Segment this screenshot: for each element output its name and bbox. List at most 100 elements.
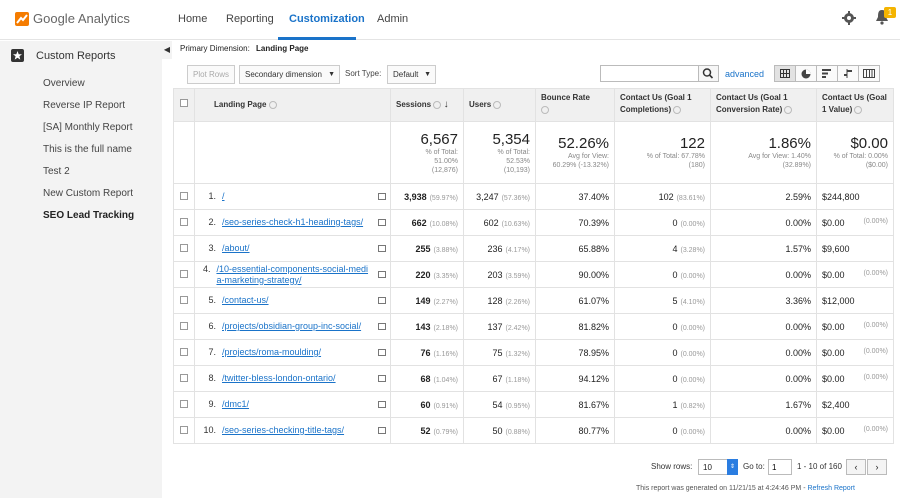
sidebar-item-overview[interactable]: Overview — [43, 78, 85, 89]
performance-view-icon[interactable] — [816, 65, 838, 82]
row-checkbox[interactable] — [180, 373, 188, 382]
open-external-icon[interactable] — [378, 271, 386, 278]
stepper-icon: ⇕ — [727, 459, 738, 475]
help-icon[interactable] — [268, 100, 277, 109]
open-external-icon[interactable] — [378, 219, 386, 226]
table-row: 8. /twitter-bless-london-ontario/68 (1.04%… — [173, 365, 894, 392]
col-header-users[interactable]: Users — [463, 88, 536, 122]
goal-value-cell: $0.00 (0.00%) — [816, 313, 894, 340]
tab-home[interactable]: Home — [178, 13, 208, 25]
plot-rows-button[interactable]: Plot Rows — [187, 65, 236, 84]
next-page-button[interactable]: › — [867, 459, 887, 475]
open-external-icon[interactable] — [378, 193, 386, 200]
open-external-icon[interactable] — [378, 427, 386, 434]
landing-page-link[interactable]: /about/ — [222, 243, 250, 253]
select-all-checkbox[interactable] — [180, 99, 188, 107]
col-header-sessions[interactable]: Sessions ↓ — [390, 88, 464, 122]
row-checkbox[interactable] — [180, 347, 188, 356]
chevron-left-icon: ‹ — [854, 462, 858, 472]
sidebar-header[interactable]: Custom Reports — [11, 49, 115, 62]
col-header-landing-page[interactable]: Landing Page — [194, 88, 391, 122]
landing-page-link[interactable]: / — [222, 191, 225, 201]
primary-dimension-value[interactable]: Landing Page — [256, 44, 309, 53]
sidebar-item-monthly-report[interactable]: [SA] Monthly Report — [43, 122, 133, 133]
help-icon[interactable] — [673, 105, 682, 114]
pagination-controls: Show rows: 10 ⇕ Go to: 1 - 10 of 160 ‹ › — [172, 459, 900, 477]
bounce-rate-cell: 81.82% — [535, 313, 615, 340]
primary-dimension-label: Primary Dimension: — [180, 44, 250, 53]
help-icon[interactable] — [493, 100, 502, 109]
landing-page-link[interactable]: /seo-series-check-h1-heading-tags/ — [222, 217, 364, 227]
table-row: 6. /projects/obsidian-group-inc-social/14… — [173, 313, 894, 340]
goal-conversion-rate-cell: 2.59% — [710, 183, 817, 210]
goto-page-input[interactable] — [768, 459, 792, 475]
open-external-icon[interactable] — [378, 375, 386, 382]
comparison-view-icon[interactable] — [837, 65, 859, 82]
row-checkbox[interactable] — [180, 243, 188, 252]
sidebar-item-seo-lead-tracking[interactable]: SEO Lead Tracking — [43, 210, 135, 221]
goal-conversion-rate-cell: 1.67% — [710, 391, 817, 418]
sort-descending-icon: ↓ — [443, 99, 449, 110]
goal-value-cell: $12,000 — [816, 287, 894, 314]
search-button[interactable] — [698, 65, 719, 82]
col-header-goal-conversion-rate[interactable]: Contact Us (Goal 1 Conversion Rate) — [710, 88, 817, 122]
landing-page-link[interactable]: /projects/roma-moulding/ — [222, 347, 322, 357]
table-row: 7. /projects/roma-moulding/76 (1.16%) 75 (1.… — [173, 339, 894, 366]
landing-page-link[interactable]: /projects/obsidian-group-inc-social/ — [222, 321, 362, 331]
tab-reporting[interactable]: Reporting — [226, 13, 274, 25]
prev-page-button[interactable]: ‹ — [846, 459, 866, 475]
table-search-input[interactable] — [600, 65, 700, 82]
advanced-filter-link[interactable]: advanced — [725, 69, 765, 79]
row-checkbox[interactable] — [180, 399, 188, 408]
col-header-goal-value[interactable]: Contact Us (Goal 1 Value) — [816, 88, 894, 122]
landing-page-link[interactable]: /twitter-bless-london-ontario/ — [222, 373, 336, 383]
gear-icon[interactable] — [842, 11, 856, 28]
row-index: 4. — [202, 263, 211, 274]
collapse-sidebar-button[interactable]: ◀ — [162, 41, 172, 59]
landing-page-link[interactable]: /10-essential-components-social-media-ma… — [216, 263, 369, 285]
col-header-goal-completions[interactable]: Contact Us (Goal 1 Completions) — [614, 88, 711, 122]
col-header-bounce-rate[interactable]: Bounce Rate — [535, 88, 615, 122]
pie-view-icon[interactable] — [795, 65, 817, 82]
sidebar-item-full-name[interactable]: This is the full name — [43, 144, 132, 155]
tab-customization[interactable]: Customization — [289, 13, 365, 25]
help-icon[interactable] — [541, 105, 549, 114]
landing-page-link[interactable]: /dmc1/ — [222, 399, 250, 409]
row-checkbox[interactable] — [180, 217, 188, 226]
open-external-icon[interactable] — [378, 401, 386, 408]
row-checkbox[interactable] — [180, 321, 188, 330]
pivot-view-icon[interactable] — [858, 65, 880, 82]
users-cell: 236 (4.17%) — [463, 235, 536, 262]
sidebar-item-reverse-ip-report[interactable]: Reverse IP Report — [43, 100, 126, 111]
show-rows-select[interactable]: 10 ⇕ — [698, 459, 738, 475]
landing-page-link[interactable]: /contact-us/ — [222, 295, 269, 305]
row-select-cell — [173, 183, 195, 210]
refresh-report-link[interactable]: Refresh Report — [807, 485, 855, 492]
table-row: 2. /seo-series-check-h1-heading-tags/662(… — [173, 209, 894, 236]
help-icon[interactable] — [784, 105, 793, 114]
open-external-icon[interactable] — [378, 297, 386, 304]
open-external-icon[interactable] — [378, 349, 386, 356]
tab-admin[interactable]: Admin — [377, 13, 409, 25]
table-view-icon[interactable] — [774, 65, 796, 82]
open-external-icon[interactable] — [378, 323, 386, 330]
help-icon[interactable] — [854, 105, 863, 114]
totals-row: 6,567% of Total: 51.00% (12,876) 5,354% of… — [173, 121, 894, 184]
sort-type-dropdown[interactable]: Default ▼ — [387, 65, 436, 84]
sidebar-item-new-custom-report[interactable]: New Custom Report — [43, 188, 134, 199]
row-checkbox[interactable] — [180, 191, 188, 200]
sidebar-item-test-2[interactable]: Test 2 — [43, 166, 70, 177]
row-checkbox[interactable] — [180, 425, 188, 434]
sessions-cell: 143 (2.18%) — [390, 313, 464, 340]
secondary-dimension-dropdown[interactable]: Secondary dimension ▼ — [239, 65, 340, 84]
bounce-rate-cell: 94.12% — [535, 365, 615, 392]
landing-page-link[interactable]: /seo-series-checking-title-tags/ — [222, 425, 345, 435]
google-analytics-logo[interactable]: Google Analytics — [15, 11, 130, 26]
open-external-icon[interactable] — [378, 245, 386, 252]
row-checkbox[interactable] — [180, 269, 188, 278]
users-cell: 75 (1.32%) — [463, 339, 536, 366]
row-select-cell — [173, 339, 195, 366]
landing-page-cell: 10. /seo-series-checking-title-tags/ — [194, 417, 391, 444]
row-checkbox[interactable] — [180, 295, 188, 304]
help-icon[interactable] — [433, 100, 442, 109]
